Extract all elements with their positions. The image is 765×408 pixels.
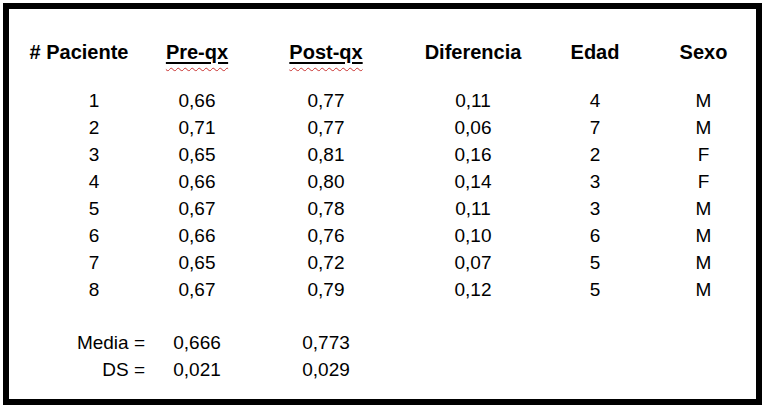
table-header-row: # Paciente Pre-qx Post-qx Diferencia Eda… bbox=[9, 37, 756, 67]
cell-pre-qx: 0,65 bbox=[149, 252, 245, 274]
media-pre-qx-value: 0,666 bbox=[149, 332, 245, 354]
header-label-diferencia: Diferencia bbox=[425, 41, 522, 63]
cell-post-qx: 0,81 bbox=[245, 144, 407, 166]
cell-edad: 2 bbox=[539, 144, 651, 166]
cell-sexo: M bbox=[651, 198, 756, 220]
cell-sexo: F bbox=[651, 144, 756, 166]
header-label-post-qx: Post-qx bbox=[289, 41, 362, 63]
header-cell-post-qx: Post-qx bbox=[245, 41, 407, 64]
cell-paciente: 5 bbox=[9, 198, 149, 220]
header-label-pre-qx: Pre-qx bbox=[166, 41, 228, 63]
table-row: 7 0,65 0,72 0,07 5 M bbox=[9, 249, 756, 276]
table-row: 1 0,66 0,77 0,11 4 M bbox=[9, 87, 756, 114]
cell-pre-qx: 0,66 bbox=[149, 225, 245, 247]
cell-edad: 7 bbox=[539, 117, 651, 139]
cell-post-qx: 0,80 bbox=[245, 171, 407, 193]
header-cell-edad: Edad bbox=[539, 41, 651, 64]
ds-post-qx-value: 0,029 bbox=[245, 359, 407, 381]
cell-diferencia: 0,10 bbox=[407, 225, 539, 247]
summary-row-media: Media = 0,666 0,773 bbox=[9, 329, 756, 356]
cell-edad: 3 bbox=[539, 198, 651, 220]
cell-diferencia: 0,11 bbox=[407, 90, 539, 112]
header-label-edad: Edad bbox=[571, 41, 620, 63]
cell-paciente: 7 bbox=[9, 252, 149, 274]
cell-diferencia: 0,06 bbox=[407, 117, 539, 139]
table-row: 5 0,67 0,78 0,11 3 M bbox=[9, 195, 756, 222]
ds-label: DS = bbox=[9, 359, 149, 381]
cell-sexo: F bbox=[651, 171, 756, 193]
cell-post-qx: 0,77 bbox=[245, 117, 407, 139]
media-label: Media = bbox=[9, 332, 149, 354]
cell-paciente: 3 bbox=[9, 144, 149, 166]
cell-post-qx: 0,72 bbox=[245, 252, 407, 274]
cell-edad: 6 bbox=[539, 225, 651, 247]
table-row: 3 0,65 0,81 0,16 2 F bbox=[9, 141, 756, 168]
table-row: 8 0,67 0,79 0,12 5 M bbox=[9, 276, 756, 303]
header-gap bbox=[9, 67, 756, 87]
header-cell-pre-qx: Pre-qx bbox=[149, 41, 245, 64]
cell-pre-qx: 0,71 bbox=[149, 117, 245, 139]
table-frame: # Paciente Pre-qx Post-qx Diferencia Eda… bbox=[3, 3, 762, 405]
cell-edad: 5 bbox=[539, 252, 651, 274]
table-row: 2 0,71 0,77 0,06 7 M bbox=[9, 114, 756, 141]
header-underline-pre-qx: Pre-qx bbox=[166, 41, 228, 63]
media-post-qx-value: 0,773 bbox=[245, 332, 407, 354]
table-row: 4 0,66 0,80 0,14 3 F bbox=[9, 168, 756, 195]
cell-paciente: 2 bbox=[9, 117, 149, 139]
cell-diferencia: 0,11 bbox=[407, 198, 539, 220]
cell-paciente: 1 bbox=[9, 90, 149, 112]
cell-diferencia: 0,14 bbox=[407, 171, 539, 193]
cell-edad: 5 bbox=[539, 279, 651, 301]
header-cell-paciente: # Paciente bbox=[9, 41, 149, 64]
cell-paciente: 4 bbox=[9, 171, 149, 193]
cell-edad: 4 bbox=[539, 90, 651, 112]
cell-sexo: M bbox=[651, 90, 756, 112]
header-label-sexo: Sexo bbox=[680, 41, 728, 63]
cell-post-qx: 0,77 bbox=[245, 90, 407, 112]
header-label-paciente: # Paciente bbox=[30, 41, 129, 63]
summary-gap bbox=[9, 303, 756, 329]
cell-pre-qx: 0,66 bbox=[149, 90, 245, 112]
cell-post-qx: 0,78 bbox=[245, 198, 407, 220]
header-cell-sexo: Sexo bbox=[651, 41, 756, 64]
cell-sexo: M bbox=[651, 279, 756, 301]
cell-diferencia: 0,07 bbox=[407, 252, 539, 274]
cell-pre-qx: 0,65 bbox=[149, 144, 245, 166]
cell-pre-qx: 0,67 bbox=[149, 198, 245, 220]
cell-post-qx: 0,76 bbox=[245, 225, 407, 247]
cell-diferencia: 0,12 bbox=[407, 279, 539, 301]
header-cell-diferencia: Diferencia bbox=[407, 41, 539, 64]
header-underline-post-qx: Post-qx bbox=[289, 41, 362, 63]
cell-sexo: M bbox=[651, 225, 756, 247]
cell-sexo: M bbox=[651, 117, 756, 139]
cell-edad: 3 bbox=[539, 171, 651, 193]
cell-post-qx: 0,79 bbox=[245, 279, 407, 301]
ds-pre-qx-value: 0,021 bbox=[149, 359, 245, 381]
summary-row-ds: DS = 0,021 0,029 bbox=[9, 356, 756, 383]
patient-table: # Paciente Pre-qx Post-qx Diferencia Eda… bbox=[9, 9, 756, 383]
cell-pre-qx: 0,66 bbox=[149, 171, 245, 193]
cell-diferencia: 0,16 bbox=[407, 144, 539, 166]
table-row: 6 0,66 0,76 0,10 6 M bbox=[9, 222, 756, 249]
cell-sexo: M bbox=[651, 252, 756, 274]
cell-paciente: 6 bbox=[9, 225, 149, 247]
cell-paciente: 8 bbox=[9, 279, 149, 301]
cell-pre-qx: 0,67 bbox=[149, 279, 245, 301]
